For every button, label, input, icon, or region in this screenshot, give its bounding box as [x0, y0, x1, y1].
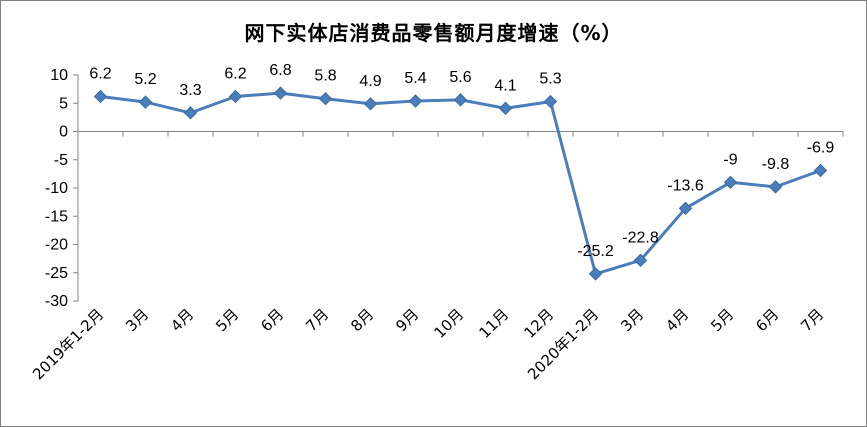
x-category-label: 4月 [662, 305, 692, 335]
x-category-label: 5月 [212, 305, 242, 335]
x-category-label: 8月 [347, 305, 377, 335]
data-label: -6.9 [807, 139, 835, 156]
x-category-label: 12月 [520, 305, 557, 342]
y-tick-label: 5 [59, 95, 68, 112]
data-point [138, 95, 153, 109]
data-point [723, 175, 738, 190]
data-label: -13.6 [667, 177, 704, 194]
data-label: 6.8 [269, 62, 291, 79]
data-label: 3.3 [179, 82, 201, 99]
data-label: -9.8 [762, 156, 790, 173]
data-point [768, 180, 783, 194]
data-point [813, 163, 828, 178]
x-category-label: 7月 [797, 305, 827, 335]
data-label: 5.3 [539, 71, 561, 88]
data-label: 6.2 [89, 65, 111, 82]
y-tick-label: -10 [45, 180, 68, 197]
data-point [363, 97, 378, 111]
y-tick-label: -20 [45, 237, 68, 254]
data-label: 5.2 [134, 71, 156, 88]
x-category-label: 10月 [430, 305, 467, 342]
data-point [408, 94, 423, 108]
y-tick-label: 10 [50, 67, 68, 84]
data-point [318, 92, 333, 106]
data-point [273, 86, 288, 100]
data-point [498, 101, 513, 116]
x-category-label: 3月 [617, 305, 647, 335]
x-category-label: 2019年1-2月 [29, 305, 107, 383]
y-tick-label: 0 [59, 124, 68, 141]
data-label: 4.9 [359, 73, 381, 90]
data-point [183, 106, 198, 120]
data-label: 4.1 [494, 77, 516, 94]
series-line [100, 91, 822, 276]
data-label: -9 [723, 151, 737, 168]
x-category-label: 4月 [167, 305, 197, 335]
x-category-label: 7月 [302, 305, 332, 335]
data-point [678, 201, 693, 216]
x-category-label: 6月 [752, 305, 782, 335]
x-category-label: 9月 [392, 305, 422, 335]
data-point [588, 267, 603, 281]
data-label: 5.4 [404, 70, 426, 87]
data-label: 6.2 [224, 65, 246, 82]
y-tick-label: -5 [54, 152, 68, 169]
data-label: -25.2 [577, 243, 614, 260]
y-tick-label: -30 [45, 293, 68, 310]
data-label: -22.8 [622, 229, 659, 246]
data-point [633, 253, 648, 268]
chart-title: 网下实体店消费品零售额月度增速（%） [244, 21, 623, 45]
x-category-label: 3月 [122, 305, 152, 335]
data-point [228, 89, 243, 104]
data-label: 5.8 [314, 68, 336, 85]
data-label: 5.6 [449, 69, 471, 86]
x-category-label: 6月 [257, 305, 287, 335]
y-tick-label: -15 [45, 208, 68, 225]
data-point [93, 89, 108, 104]
x-category-label: 5月 [707, 305, 737, 335]
x-category-label: 11月 [475, 305, 512, 342]
data-point [453, 93, 468, 107]
data-point [543, 94, 558, 109]
y-tick-label: -25 [45, 265, 68, 282]
